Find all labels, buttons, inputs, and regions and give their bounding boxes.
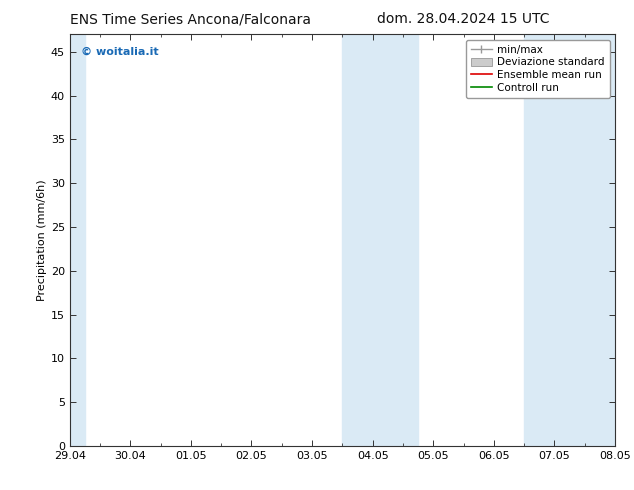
Y-axis label: Precipitation (mm/6h): Precipitation (mm/6h)	[37, 179, 46, 301]
Text: © woitalia.it: © woitalia.it	[81, 47, 158, 57]
Bar	[70, 34, 85, 446]
Text: ENS Time Series Ancona/Falconara: ENS Time Series Ancona/Falconara	[70, 12, 311, 26]
Bar	[342, 34, 418, 446]
Bar	[524, 34, 615, 446]
Legend: min/max, Deviazione standard, Ensemble mean run, Controll run: min/max, Deviazione standard, Ensemble m…	[466, 40, 610, 98]
Text: dom. 28.04.2024 15 UTC: dom. 28.04.2024 15 UTC	[377, 12, 549, 26]
